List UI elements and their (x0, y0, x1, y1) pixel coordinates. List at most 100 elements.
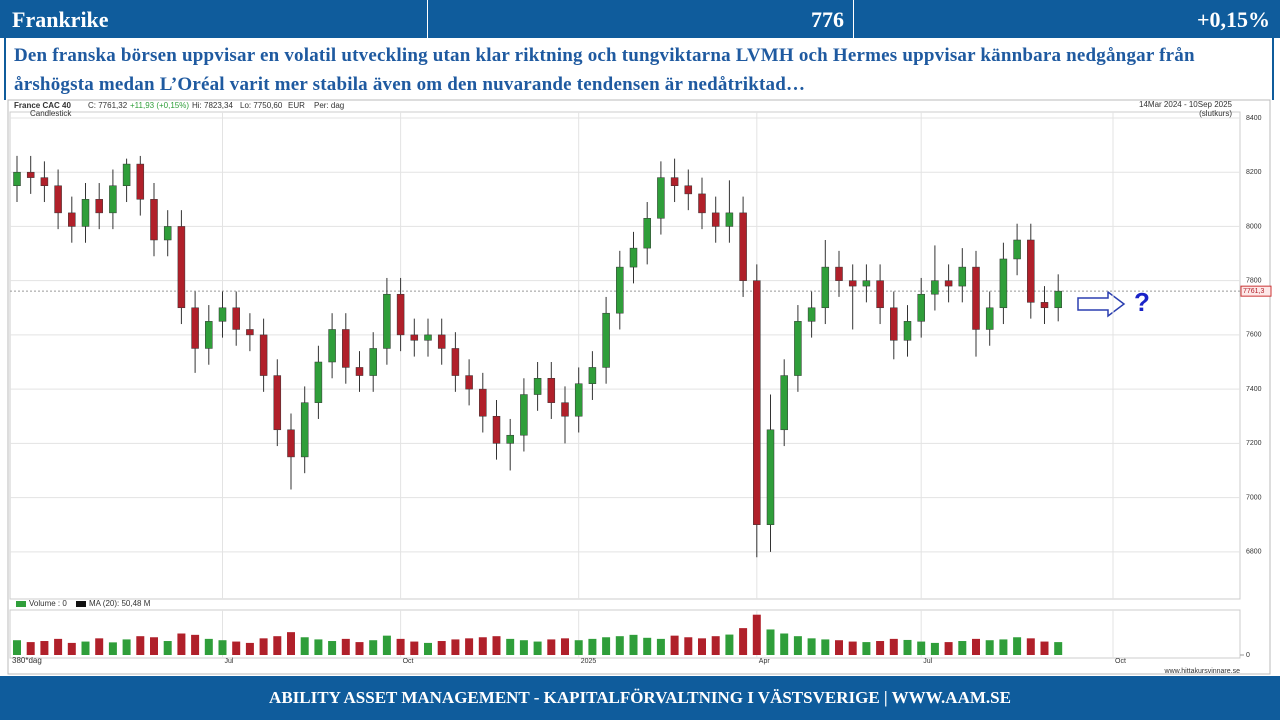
volume-bar (958, 641, 967, 655)
style-label: Candlestick (30, 109, 72, 118)
annotation: ? (1134, 287, 1150, 317)
volume-bar (835, 640, 843, 655)
volume-bar (725, 634, 734, 655)
volume-bar (54, 638, 63, 655)
candle-body (917, 293, 925, 322)
candle-body (314, 361, 323, 403)
candle-body (410, 334, 419, 341)
x-tick-label: Oct (1115, 658, 1126, 665)
volume-bar (684, 637, 693, 655)
y-tick-label: 7800 (1246, 278, 1262, 285)
candle-body (972, 266, 980, 330)
candle-body (958, 266, 967, 287)
candle-body (602, 312, 610, 368)
candle-body (725, 212, 734, 227)
volume-bar (410, 641, 419, 655)
volume-bar (1013, 637, 1022, 655)
candle-body (931, 280, 939, 295)
volume-bar (26, 642, 35, 655)
candle-body (780, 375, 788, 431)
candle-body (766, 429, 775, 525)
candle-body (246, 329, 254, 336)
candle-body (753, 280, 761, 525)
volume-bar (451, 639, 460, 655)
volume-bar (656, 638, 665, 655)
volume-bar (876, 641, 885, 655)
volume-bar (643, 637, 652, 655)
candle-body (191, 307, 199, 349)
candle-body (533, 378, 542, 395)
volume-bar (602, 637, 611, 655)
volume-bar (424, 642, 432, 655)
volume-bar (1026, 638, 1035, 655)
volume-bar (300, 637, 309, 655)
volume-bar (793, 636, 802, 655)
volume-bar (629, 634, 638, 655)
price-label: 7761,3 (1243, 288, 1265, 295)
candle-body (876, 280, 884, 309)
volume-bar (944, 642, 953, 655)
x-tick-label: 2025 (581, 658, 597, 665)
candle-body (177, 226, 186, 309)
candle-body (492, 415, 501, 444)
x-tick-label: Jul (225, 658, 234, 665)
info: Lo: 7750,60 (240, 101, 283, 110)
volume-bar (150, 637, 158, 655)
candle-body (684, 185, 693, 195)
y-tick-label: 7400 (1246, 386, 1262, 393)
info: France CAC 40 (14, 101, 71, 110)
volume-bar (81, 641, 90, 655)
volume-bar (519, 640, 528, 655)
volume-bar (1040, 641, 1049, 655)
volume-bar (396, 638, 405, 655)
volume-bar (752, 614, 761, 655)
header-value: 776 (811, 7, 844, 32)
candle-body (862, 280, 871, 287)
volume-bar (369, 640, 378, 655)
candle-body (150, 199, 158, 241)
volume-bar (108, 642, 117, 655)
volume-bar (328, 641, 337, 655)
candle-body (835, 266, 843, 281)
candle-body (807, 307, 816, 322)
volume-bar (465, 638, 474, 655)
y-tick-label: 8000 (1246, 223, 1262, 230)
volume-bar (889, 638, 898, 655)
y-tick-label: 7000 (1246, 494, 1262, 501)
candle-body (561, 402, 569, 417)
volume-bar (615, 636, 624, 655)
candle-body (698, 193, 706, 214)
candle-body (273, 375, 282, 431)
x-tick-label: Jul (923, 658, 932, 665)
volume-bar (930, 642, 939, 655)
volume-bar (780, 633, 789, 655)
candle-body (588, 367, 597, 384)
legend-swatch (76, 601, 86, 607)
volume-bar (259, 638, 268, 655)
volume-bar (273, 636, 282, 655)
candle-body (616, 266, 624, 314)
volume-bar (903, 639, 912, 655)
volume-bar (985, 640, 994, 655)
candle-body (547, 378, 556, 403)
candle-body (520, 394, 528, 436)
volume-bar (999, 639, 1008, 655)
candle-body (40, 177, 49, 187)
candle-body (711, 212, 720, 227)
candle-body (163, 226, 172, 241)
candle-body (848, 280, 857, 287)
candle-body (95, 199, 103, 214)
period: 14Mar 2024 - 10Sep 2025 (1139, 100, 1233, 109)
legend-swatch (16, 601, 26, 607)
candle-body (300, 402, 309, 458)
candle-body (437, 334, 446, 349)
candle-body (136, 163, 145, 200)
candle-body (643, 218, 651, 249)
volume-bar (136, 636, 145, 655)
volume-legend: Volume : 0 (29, 599, 67, 608)
volume-bar (533, 641, 542, 655)
volume-bar (122, 639, 131, 655)
volume-bar (232, 641, 241, 655)
info: Hi: 7823,34 (192, 101, 233, 110)
